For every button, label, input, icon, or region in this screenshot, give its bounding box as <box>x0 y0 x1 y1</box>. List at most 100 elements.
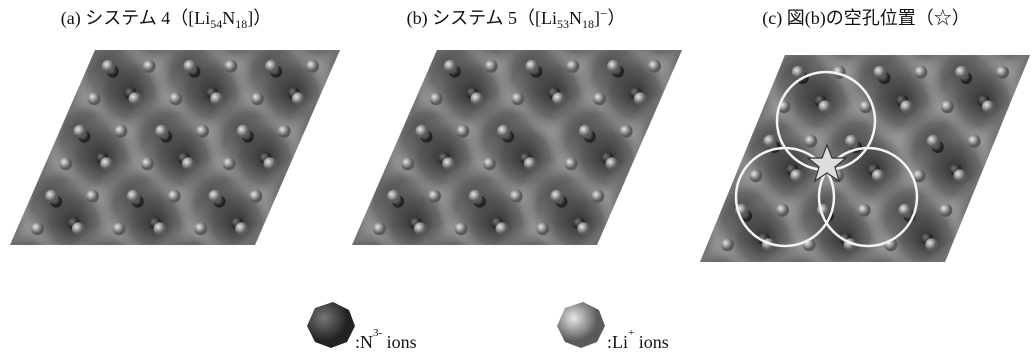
panel <box>0 0 448 332</box>
li-ion <box>471 92 484 105</box>
li-ion <box>764 135 777 148</box>
li-ion <box>511 92 524 105</box>
li-ion <box>510 190 523 203</box>
n-well <box>937 264 1025 352</box>
li-ion <box>237 125 250 138</box>
n-well <box>1004 34 1033 122</box>
li-ion <box>456 125 469 138</box>
li-ion <box>526 60 539 73</box>
n-well <box>617 179 705 267</box>
n-well <box>620 172 708 260</box>
li-ion <box>196 125 209 138</box>
li-ion <box>925 238 938 251</box>
n-well <box>260 0 348 51</box>
li-ion <box>496 222 509 235</box>
li-ion <box>86 190 99 203</box>
n-well <box>645 114 733 202</box>
li-ion <box>113 222 126 235</box>
li-ion <box>900 100 913 113</box>
li-ion <box>872 169 885 182</box>
n-well <box>677 34 765 122</box>
n-well <box>599 158 687 246</box>
legend-n: :N3- ions <box>355 327 417 352</box>
n-well <box>344 244 432 332</box>
li-ion <box>776 204 789 217</box>
li-ion <box>306 60 319 73</box>
li-ion <box>620 125 633 138</box>
li-ion <box>874 66 887 79</box>
li-ion <box>387 190 400 203</box>
li-ion <box>428 190 441 203</box>
legend-li: :Li+ ions <box>607 327 669 352</box>
li-ion <box>914 66 927 79</box>
li-ion <box>141 157 154 170</box>
li-ion <box>634 92 647 105</box>
li-ion <box>182 157 195 170</box>
n-well <box>692 264 780 352</box>
li-ion <box>721 238 734 251</box>
li-ion <box>996 66 1009 79</box>
li-ion <box>74 125 87 138</box>
li-ion <box>591 190 604 203</box>
li-ion <box>954 169 967 182</box>
li-ion <box>955 66 968 79</box>
li-ion <box>749 169 762 182</box>
li-ion <box>845 135 858 148</box>
li-ion <box>536 222 549 235</box>
n-well <box>684 0 772 51</box>
li-ion <box>927 135 940 148</box>
n-well <box>627 93 715 181</box>
li-ion <box>292 92 305 105</box>
li-ion <box>59 157 72 170</box>
li-ion <box>442 157 455 170</box>
li-ion <box>606 157 619 170</box>
li-ion <box>579 125 592 138</box>
n-well <box>592 241 680 329</box>
li-ion <box>899 204 912 217</box>
li-ion <box>551 190 564 203</box>
li-ion <box>129 92 142 105</box>
li-ion <box>469 190 482 203</box>
caption-b: (b) システム 5（[Li53N18]−） <box>407 6 626 31</box>
n-well <box>571 223 659 311</box>
li-ion <box>194 222 207 235</box>
n-well <box>83 244 171 332</box>
n-well <box>919 241 1007 329</box>
li-ion <box>790 169 803 182</box>
n-well <box>649 103 737 191</box>
li-ion <box>235 222 248 235</box>
li-ion <box>444 60 457 73</box>
n-well <box>0 93 47 181</box>
n-well <box>2 244 90 332</box>
li-ion <box>155 125 168 138</box>
wells <box>244 0 790 332</box>
n-well <box>773 264 861 352</box>
li-ion <box>373 222 386 235</box>
n-well <box>329 28 417 116</box>
li-ion <box>265 60 278 73</box>
li-ion <box>100 157 113 170</box>
li-ion <box>982 100 995 113</box>
li-ion <box>524 157 537 170</box>
li-ion <box>143 60 156 73</box>
li-ion <box>819 100 832 113</box>
n-well <box>425 244 513 332</box>
li-ion <box>184 60 197 73</box>
li-ion <box>648 60 661 73</box>
li-ion <box>939 204 952 217</box>
legend: :N3- ions :Li+ ions <box>307 302 669 352</box>
n-well <box>257 158 345 246</box>
li-ion <box>607 60 620 73</box>
li-ion <box>414 222 427 235</box>
li-ion <box>102 60 115 73</box>
li-ion <box>169 92 182 105</box>
li-ion <box>497 125 510 138</box>
n-well <box>656 28 744 116</box>
li-ion <box>88 92 101 105</box>
li-ion <box>154 222 167 235</box>
li-ion <box>416 125 429 138</box>
li-ion <box>401 157 414 170</box>
n-well <box>855 264 943 352</box>
li-ion <box>455 222 468 235</box>
li-ion <box>249 190 262 203</box>
